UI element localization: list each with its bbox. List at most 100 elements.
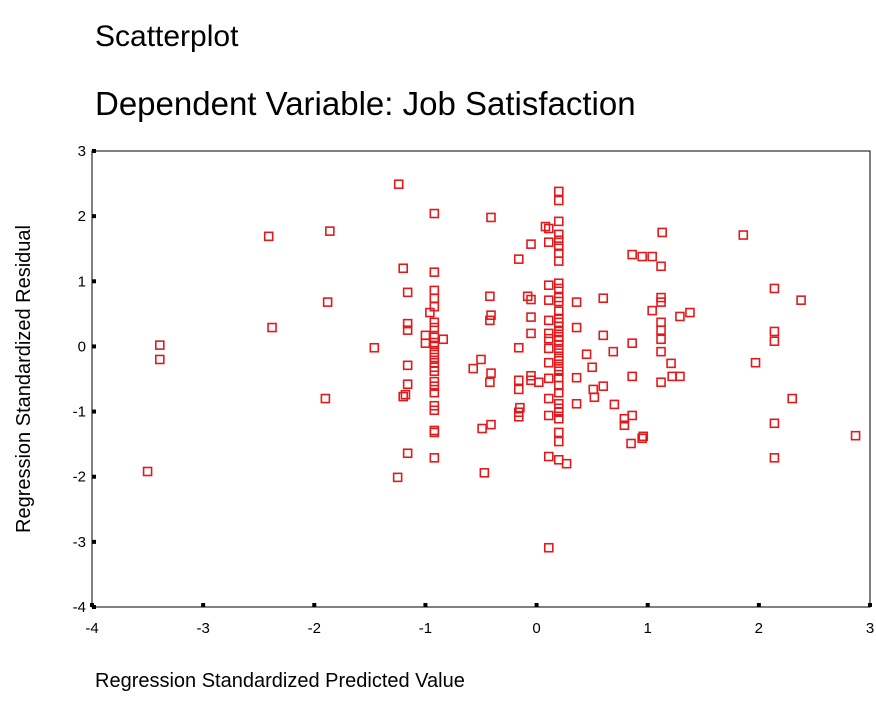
y-tick-label: 1 <box>78 273 86 290</box>
point <box>513 375 524 386</box>
point <box>533 377 544 388</box>
x-tick <box>312 603 317 607</box>
point <box>477 423 487 434</box>
point <box>486 310 496 320</box>
point <box>429 387 440 398</box>
point <box>627 249 637 260</box>
x-tick <box>201 603 206 607</box>
y-tick <box>92 344 96 349</box>
point <box>429 427 440 438</box>
point <box>543 333 554 344</box>
point <box>369 342 380 353</box>
x-tick-label: -3 <box>196 620 209 637</box>
point <box>656 261 666 272</box>
point <box>526 312 536 322</box>
point <box>553 380 564 391</box>
point <box>513 384 524 395</box>
point <box>553 296 564 307</box>
point <box>637 433 647 444</box>
point <box>543 237 554 247</box>
point <box>656 377 666 388</box>
chart-title: Scatterplot <box>95 20 239 53</box>
point <box>526 239 536 249</box>
point <box>571 372 582 383</box>
point <box>468 363 479 374</box>
y-tick <box>92 279 96 284</box>
point <box>543 357 554 368</box>
point <box>486 212 496 223</box>
point <box>553 454 564 465</box>
x-tick-label: -1 <box>419 620 432 637</box>
point <box>429 341 440 352</box>
point <box>429 352 440 363</box>
point <box>637 251 647 262</box>
point <box>553 436 564 447</box>
point <box>589 392 600 403</box>
point <box>485 315 495 326</box>
point <box>796 295 806 305</box>
x-tick-label: -2 <box>308 620 321 637</box>
point <box>543 295 554 305</box>
point <box>263 231 274 242</box>
point <box>666 358 676 369</box>
y-tick-label: -4 <box>73 599 86 616</box>
point <box>429 317 440 328</box>
point <box>543 343 554 354</box>
point <box>392 472 403 483</box>
point <box>587 362 597 373</box>
point <box>429 381 440 391</box>
point <box>420 330 431 341</box>
point <box>553 256 564 266</box>
point <box>571 398 582 409</box>
point <box>429 301 440 312</box>
x-tick <box>645 603 650 607</box>
point <box>543 223 554 234</box>
point <box>402 287 413 298</box>
point <box>750 357 761 368</box>
y-tick <box>92 474 96 479</box>
point <box>429 322 440 333</box>
y-tick-label: 2 <box>78 208 86 225</box>
point <box>685 307 695 318</box>
point <box>543 373 554 384</box>
point <box>561 458 572 469</box>
point <box>543 542 554 553</box>
point <box>675 371 685 382</box>
point <box>429 285 440 296</box>
point <box>438 334 449 345</box>
point <box>769 326 780 337</box>
point <box>553 413 564 424</box>
point <box>398 263 409 274</box>
point <box>543 280 554 290</box>
point <box>485 291 495 302</box>
point <box>608 346 619 357</box>
point <box>656 297 666 307</box>
point <box>553 186 564 197</box>
point <box>656 325 666 335</box>
point <box>647 251 657 262</box>
point <box>553 326 564 337</box>
point <box>398 391 409 402</box>
point <box>553 321 564 332</box>
point <box>543 328 554 339</box>
point <box>553 229 564 240</box>
point <box>769 283 780 294</box>
y-tick-label: -2 <box>73 469 86 486</box>
point <box>543 451 554 462</box>
point <box>402 360 413 371</box>
point <box>738 230 749 240</box>
point <box>647 305 657 316</box>
y-tick <box>92 539 96 544</box>
y-tick <box>92 605 96 609</box>
point <box>638 431 649 442</box>
point <box>675 311 685 322</box>
point <box>626 438 636 449</box>
point <box>429 332 440 343</box>
point <box>619 420 630 431</box>
x-tick <box>534 603 539 607</box>
chart-subtitle: Dependent Variable: Job Satisfaction <box>95 85 636 122</box>
point <box>553 278 564 289</box>
x-tick <box>423 603 428 607</box>
point <box>486 368 496 378</box>
